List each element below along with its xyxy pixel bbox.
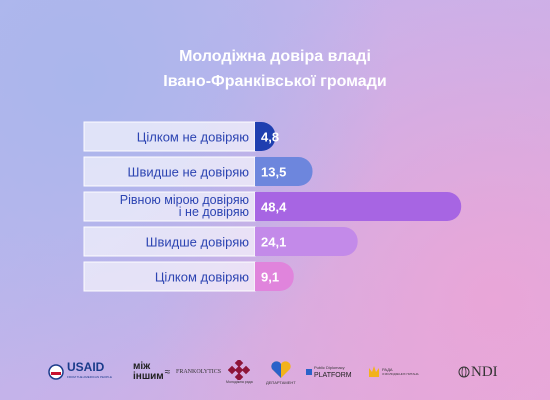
usaid-tagline: FROM THE AMERICAN PEOPLE (67, 375, 112, 379)
bar-5 (255, 262, 294, 291)
platform-square-icon (306, 369, 312, 375)
bar-3 (255, 192, 462, 221)
ndi-wordmark: NDI (471, 363, 498, 380)
chart-title-line-2: Івано-Франківської громади (163, 73, 387, 90)
category-box-1 (83, 121, 256, 152)
departament-caption: ДЕПАРТАМЕНТ (266, 379, 296, 385)
youth-affairs-council-logo: РАДА З МОЛОДІЖНИХ ПИТАНЬ (368, 354, 419, 390)
chart-title: Молодіжна довіра владі Івано-Франківсько… (0, 44, 550, 94)
category-label-1: Цілком не довіряю (137, 130, 249, 145)
youth-council-logo: Молодіжна рада (226, 354, 253, 390)
usaid-seal-icon (48, 364, 64, 380)
bar-4 (255, 227, 358, 256)
departament-logo: ДЕПАРТАМЕНТ (266, 354, 296, 390)
category-label-5: Цілком довіряю (155, 270, 249, 285)
category-label-2: Швидше не довіряю (128, 165, 250, 180)
usaid-logo: USAID FROM THE AMERICAN PEOPLE (48, 354, 112, 390)
category-box-2 (83, 156, 256, 187)
frankolytics-wordmark: FRANKOLYTICS (176, 369, 222, 375)
crown-icon (369, 366, 379, 377)
bar-2 (255, 157, 313, 186)
category-label-3-line-2: і не довіряю (179, 205, 249, 219)
public-diplomacy-platform-logo: Public Diplomacy PLATFORM (306, 354, 352, 390)
value-label-4: 24,1 (261, 235, 286, 250)
bar-1 (255, 122, 276, 151)
heart-icon (271, 360, 291, 378)
platform-line-1: Public Diplomacy (314, 365, 345, 370)
value-label-5: 9,1 (261, 270, 279, 285)
category-box-4 (83, 226, 256, 257)
wave-icon: ≈ (164, 366, 171, 378)
globe-icon (458, 366, 470, 378)
frankolytics-logo: FRANKOLYTICS (176, 354, 221, 390)
ornament-icon (228, 360, 251, 380)
mizh-inshym-line-2: іншим (133, 371, 164, 382)
value-label-1: 4,8 (261, 130, 279, 145)
category-box-5 (83, 261, 256, 292)
youth-affairs-line-2: З МОЛОДІЖНИХ ПИТАНЬ (382, 372, 419, 376)
value-label-2: 13,5 (261, 165, 286, 180)
partner-logos: USAID FROM THE AMERICAN PEOPLE між іншим… (48, 354, 518, 390)
value-label-3: 48,4 (261, 200, 287, 215)
platform-line-2: PLATFORM (314, 372, 352, 379)
category-label-4: Швидше довіряю (146, 235, 250, 250)
chart-title-line-1: Молодіжна довіра владі (179, 48, 371, 65)
mizh-inshym-logo: між іншим ≈ (133, 354, 170, 390)
category-label-3-line-1: Рівною мірою довіряю (120, 193, 249, 207)
youth-affairs-line-1: РАДА (382, 367, 393, 372)
youth-council-caption: Молодіжна рада (226, 380, 253, 384)
ndi-logo: NDI (458, 354, 498, 390)
mizh-inshym-line-1: між (133, 361, 151, 372)
usaid-wordmark: USAID (67, 360, 105, 374)
